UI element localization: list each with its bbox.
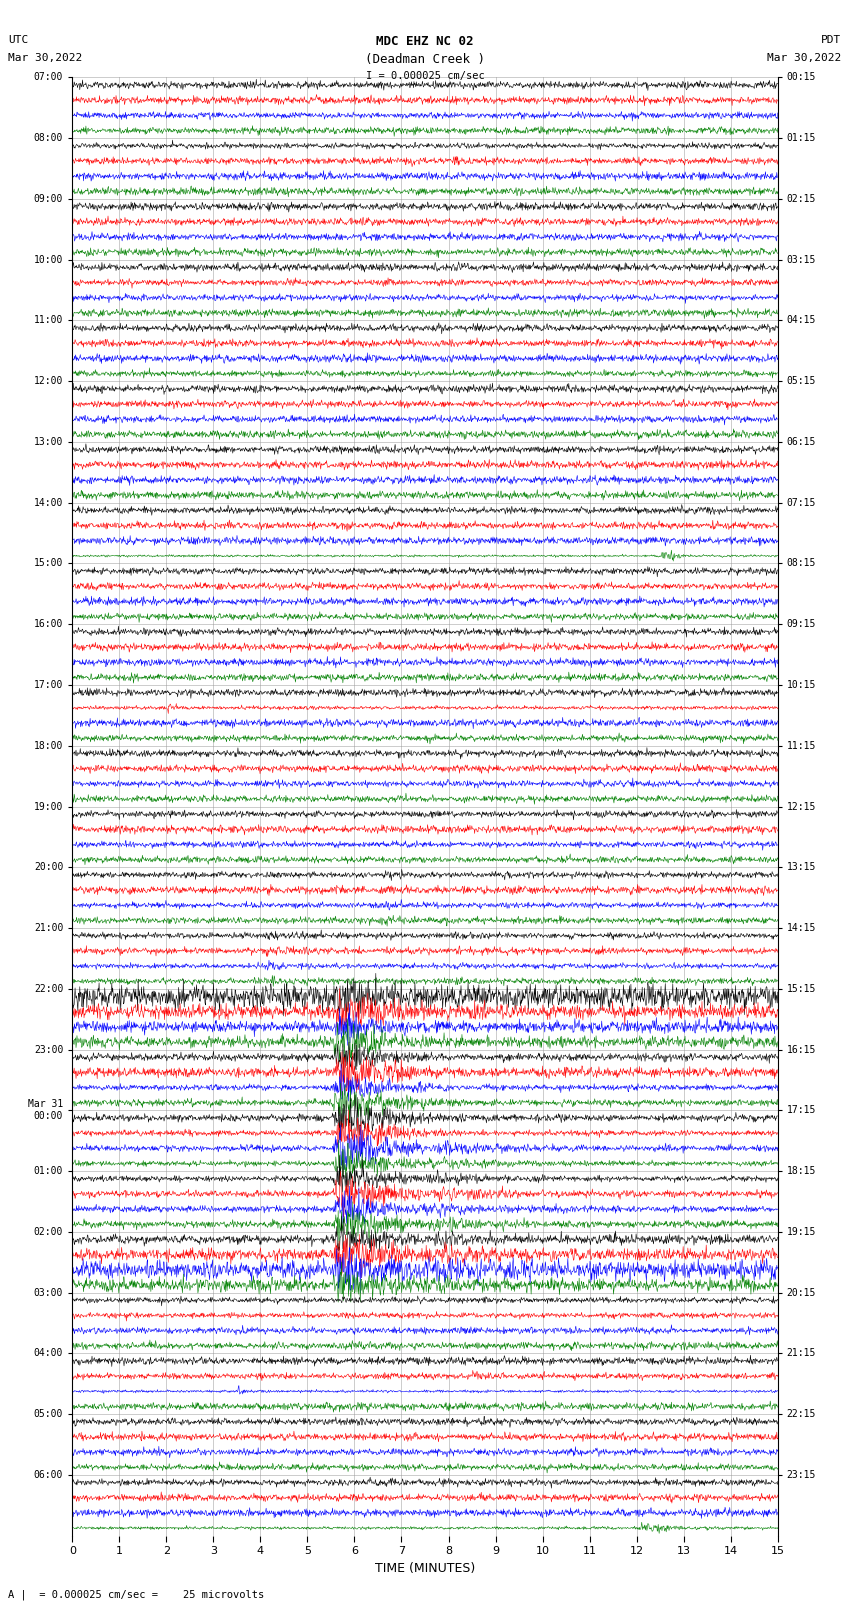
Text: Mar 30,2022: Mar 30,2022	[8, 53, 82, 63]
Text: I = 0.000025 cm/sec: I = 0.000025 cm/sec	[366, 71, 484, 81]
Text: A |  = 0.000025 cm/sec =    25 microvolts: A | = 0.000025 cm/sec = 25 microvolts	[8, 1589, 264, 1600]
Text: PDT: PDT	[821, 35, 842, 45]
Text: UTC: UTC	[8, 35, 29, 45]
Text: Mar 30,2022: Mar 30,2022	[768, 53, 842, 63]
Text: MDC EHZ NC 02: MDC EHZ NC 02	[377, 35, 473, 48]
Text: (Deadman Creek ): (Deadman Creek )	[365, 53, 485, 66]
X-axis label: TIME (MINUTES): TIME (MINUTES)	[375, 1561, 475, 1574]
